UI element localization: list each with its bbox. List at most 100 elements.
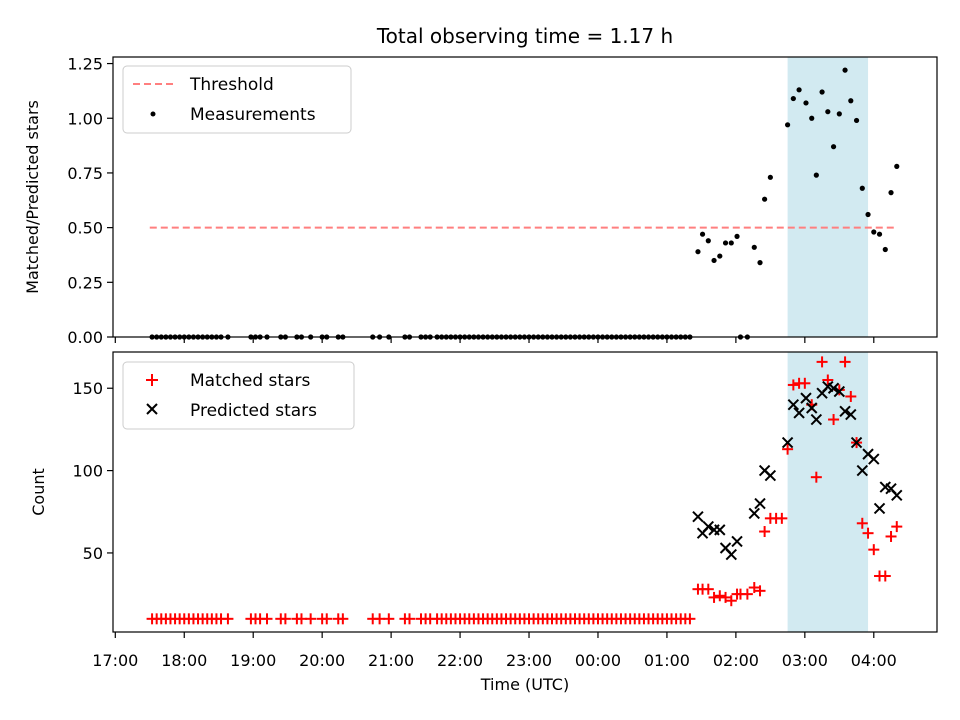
measurement-point: [784, 122, 791, 128]
predicted-star-point: [764, 469, 777, 482]
highlight-span-rect: [787, 352, 869, 632]
measurement-point: [796, 87, 802, 93]
matched-stars-points: [146, 356, 903, 625]
matched-star-point: [891, 521, 903, 533]
y-tick-label: 50: [83, 544, 103, 563]
matched-star-point: [885, 530, 897, 542]
measurement-point: [865, 211, 871, 218]
bottom-axes-frame: [112, 351, 938, 633]
bottom-highlight-span: [787, 352, 869, 632]
matched-star-point: [337, 613, 349, 625]
measurement-point: [705, 238, 711, 244]
x-tick-label: 18:00: [161, 651, 207, 670]
x-tick-label: 04:00: [851, 651, 897, 670]
matched-star-point: [708, 591, 720, 603]
measurement-point: [722, 240, 729, 246]
predicted-star-point: [868, 453, 880, 465]
measurement-point: [809, 115, 815, 121]
matched-star-point: [684, 613, 696, 625]
x-tick-label: 01:00: [644, 651, 690, 670]
measurement-point: [790, 95, 796, 102]
top-y-axis-label: Matched/Predicted stars: [23, 100, 42, 294]
measurement-point: [734, 233, 740, 239]
highlight-span-rect: [787, 57, 869, 337]
predicted-star-point: [833, 385, 846, 398]
matched-star-point: [702, 583, 714, 595]
matched-star-point: [776, 512, 788, 524]
predicted-star-point: [754, 497, 766, 510]
x-tick-label: 02:00: [713, 651, 759, 670]
predicted-star-point: [731, 535, 743, 548]
predicted-star-point: [845, 408, 857, 421]
bottom-panel: 50 100 150 17:00 18:00 19:00 20:00 21:00 22:00 2…: [29, 351, 938, 670]
matched-star-point: [845, 390, 857, 402]
top-legend: Threshold Measurements: [122, 65, 352, 134]
y-tick-label: 150: [72, 379, 103, 398]
x-tick-label: 19:00: [230, 651, 276, 670]
y-tick-label: 0.25: [67, 273, 103, 292]
matched-star-point: [810, 471, 822, 483]
measurement-point: [813, 172, 819, 178]
matched-star-point: [799, 377, 811, 389]
x-tick-label: 20:00: [299, 651, 345, 670]
predicted-star-point: [873, 502, 886, 515]
matched-star-point: [862, 527, 874, 539]
predicted-star-point: [891, 489, 903, 502]
matched-star-point: [879, 570, 891, 582]
legend-predicted-swatch: [146, 403, 158, 415]
measurement-point: [859, 185, 865, 191]
x-tick-label: 21:00: [368, 651, 414, 670]
predicted-stars-points: [692, 380, 903, 561]
predicted-star-point: [725, 548, 737, 561]
legend-threshold-label: Threshold: [189, 75, 274, 95]
matched-star-point: [816, 356, 828, 368]
measurement-point: [751, 244, 757, 250]
measurement-point: [757, 260, 763, 266]
matched-star-point: [754, 585, 766, 597]
bottom-x-ticks: 17:00 18:00 19:00 20:00 21:00 22:00 23:00 00:00…: [92, 632, 897, 670]
matched-star-point: [714, 590, 726, 602]
measurement-point: [819, 89, 825, 95]
measurement-point: [825, 109, 831, 115]
top-x-ticks: [114, 337, 875, 343]
top-y-ticks: 0.00 0.25 0.50 0.75 1.00 1.25: [67, 55, 113, 347]
measurement-point: [871, 229, 877, 235]
measurement-point: [767, 174, 773, 180]
predicted-star-point: [827, 382, 840, 394]
measurement-point: [830, 144, 837, 150]
predicted-star-point: [787, 398, 800, 411]
top-highlight-span: [787, 57, 869, 337]
y-tick-label: 1.00: [67, 109, 103, 128]
top-axes-frame: [112, 56, 938, 338]
matched-star-point: [741, 588, 753, 600]
matched-star-point: [404, 613, 416, 625]
y-tick-label: 0.75: [67, 164, 103, 183]
measurement-point: [803, 100, 809, 106]
measurement-point: [882, 246, 888, 253]
predicted-star-point: [839, 405, 851, 418]
matched-star-point: [305, 613, 317, 625]
x-tick-label: 03:00: [782, 651, 828, 670]
predicted-star-point: [702, 520, 715, 533]
matched-star-point: [759, 526, 771, 538]
x-tick-label: 22:00: [437, 651, 483, 670]
predicted-star-point: [692, 510, 704, 523]
x-tick-label: 00:00: [575, 651, 621, 670]
matched-star-point: [222, 613, 234, 625]
matched-star-point: [374, 613, 386, 625]
matched-star-point: [782, 443, 794, 455]
measurement-point: [695, 249, 701, 255]
predicted-star-point: [793, 407, 805, 419]
measurement-point: [762, 196, 768, 202]
matched-star-point: [748, 582, 760, 594]
predicted-star-point: [714, 524, 726, 536]
matched-star-point: [295, 613, 307, 625]
predicted-star-point: [850, 436, 863, 449]
measurement-point: [699, 231, 706, 237]
legend-measurements-swatch: [150, 111, 156, 117]
measurement-point: [711, 257, 717, 264]
chart-title: Total observing time = 1.17 h: [376, 24, 673, 48]
matched-star-point: [725, 595, 737, 607]
predicted-star-point: [856, 464, 869, 477]
